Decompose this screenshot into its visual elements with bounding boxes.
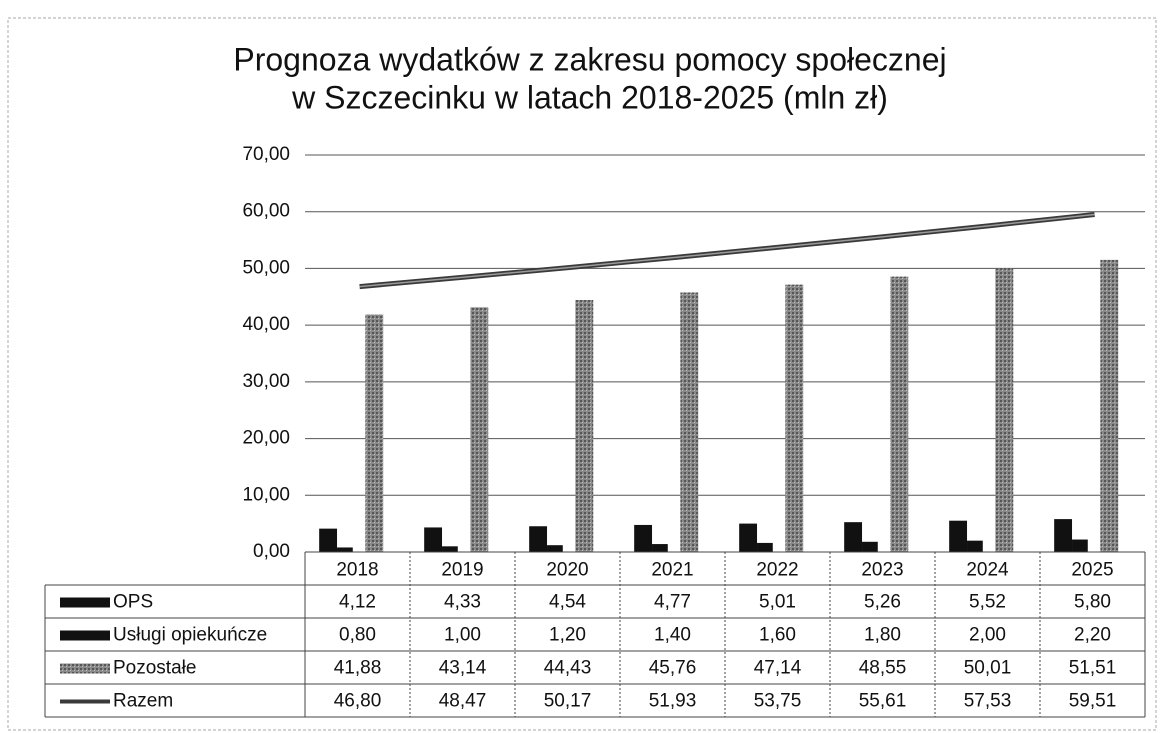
table-value: 51,93 [649,691,697,712]
table-value: 50,17 [544,691,592,712]
table-value: 1,40 [654,625,691,646]
bar [442,546,458,552]
table-value: 1,80 [864,625,901,646]
x-tick-label: 2023 [861,560,903,581]
bar [652,544,668,552]
table-value: 4,54 [549,592,586,613]
table-value: 4,77 [654,592,691,613]
y-tick-label: 0,00 [253,541,290,562]
table-value: 0,80 [339,625,376,646]
bar-texture [785,284,804,552]
table-value: 57,53 [964,691,1012,712]
chart-title: Prognoza wydatków z zakresu pomocy społe… [233,41,946,77]
bar [529,526,548,552]
table-value: 43,14 [439,658,487,679]
legend-label: Pozostałe [113,658,196,679]
bar-texture [890,276,909,552]
bar-texture [470,307,489,552]
legend-swatch [60,597,110,608]
x-tick-label: 2021 [651,560,693,581]
table-value: 55,61 [859,691,907,712]
x-tick-label: 2018 [336,560,378,581]
table-value: 48,55 [859,658,907,679]
bar [739,523,758,552]
chart-title: w Szczecinku w latach 2018-2025 (mln zł) [291,79,888,115]
bar-texture [365,314,384,552]
bar [337,547,353,552]
bar [547,545,563,552]
table-value: 4,33 [444,592,481,613]
bar [757,542,773,552]
table-value: 2,00 [969,625,1006,646]
bar [844,522,863,552]
legend-label: Razem [113,691,173,712]
table-value: 44,43 [544,658,592,679]
x-tick-label: 2022 [756,560,798,581]
x-tick-label: 2019 [441,560,483,581]
table-value: 4,12 [339,592,376,613]
table-value: 51,51 [1069,658,1117,679]
bar [1054,519,1073,552]
table-value: 41,88 [334,658,382,679]
bar-texture [680,292,699,552]
line-series-core [359,213,1095,288]
bar [424,527,443,552]
legend-swatch [60,630,110,641]
table-value: 5,80 [1074,592,1111,613]
y-tick-label: 70,00 [242,144,290,165]
table-value: 5,52 [969,592,1006,613]
x-tick-label: 2024 [966,560,1009,581]
table-value: 5,01 [759,592,796,613]
bar-texture [1100,259,1119,552]
table-value: 50,01 [964,658,1012,679]
y-tick-label: 20,00 [242,428,290,449]
table-value: 53,75 [754,691,802,712]
table-value: 1,20 [549,625,586,646]
bar [949,520,968,552]
y-tick-label: 30,00 [242,371,290,392]
table-value: 1,60 [759,625,796,646]
bar [634,524,653,552]
table-value: 48,47 [439,691,487,712]
x-tick-label: 2025 [1071,560,1113,581]
table-value: 47,14 [754,658,802,679]
bar [319,528,338,552]
y-tick-label: 40,00 [242,314,290,335]
bar-texture [575,300,594,552]
bar [1072,539,1088,552]
bar [862,541,878,552]
y-tick-label: 10,00 [242,484,290,505]
bar-texture [995,268,1014,552]
y-tick-label: 60,00 [242,201,290,222]
table-value: 1,00 [444,625,481,646]
legend-label: Usługi opiekuńcze [113,625,267,646]
legend-label: OPS [113,592,153,613]
table-value: 46,80 [334,691,382,712]
table-value: 59,51 [1069,691,1117,712]
y-tick-label: 50,00 [242,257,290,278]
legend-swatch-texture [60,663,110,674]
x-tick-label: 2020 [546,560,588,581]
table-value: 5,26 [864,592,901,613]
bar [967,540,983,552]
table-value: 2,20 [1074,625,1111,646]
table-value: 45,76 [649,658,697,679]
line-series [359,212,1095,290]
